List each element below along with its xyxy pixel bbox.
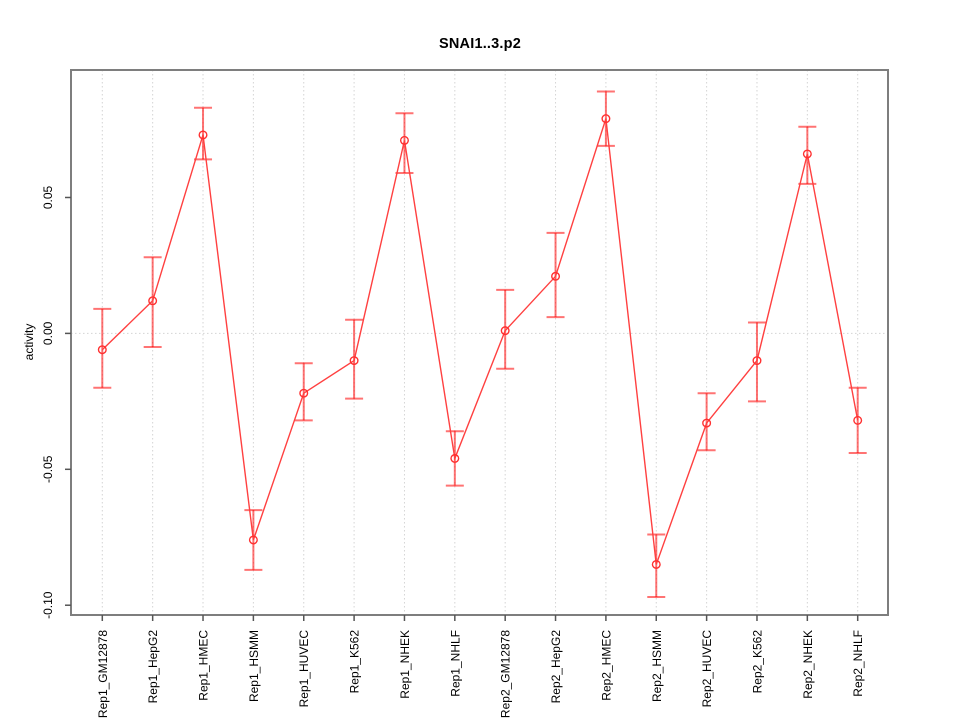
data-point-marker: [802, 149, 812, 159]
x-tick-label: Rep1_NHEK: [398, 630, 412, 699]
x-tick-label: Rep1_GM12878: [96, 630, 110, 718]
chart-title: SNAI1..3.p2: [439, 36, 521, 52]
data-point-marker: [853, 415, 863, 425]
plot-box: [70, 69, 889, 616]
x-tick-label: Rep1_HUVEC: [297, 630, 311, 708]
x-tick-label: Rep2_HepG2: [549, 630, 563, 704]
data-point-marker: [148, 296, 158, 306]
data-point-marker: [248, 535, 258, 545]
data-point-marker: [198, 130, 208, 140]
x-tick-label: Rep1_HMEC: [197, 630, 211, 701]
data-point-marker: [500, 326, 510, 336]
x-tick-label: Rep2_K562: [750, 630, 764, 694]
y-tick-label: -0.05: [41, 455, 55, 483]
data-point-marker: [299, 388, 309, 398]
data-point-marker: [702, 418, 712, 428]
x-tick-label: Rep1_NHLF: [448, 630, 462, 697]
data-point-marker: [97, 345, 107, 355]
x-tick-label: Rep1_HepG2: [146, 630, 160, 704]
data-point-marker: [349, 356, 359, 366]
data-point-marker: [551, 271, 561, 281]
x-tick-label: Rep1_K562: [348, 630, 362, 694]
y-tick-label: 0.00: [41, 321, 55, 345]
data-point-marker: [450, 453, 460, 463]
x-tick-label: Rep2_NHEK: [801, 630, 815, 699]
data-point-marker: [651, 559, 661, 569]
x-tick-label: Rep1_HSMM: [247, 630, 261, 702]
x-tick-label: Rep2_HMEC: [599, 630, 613, 701]
x-tick-label: Rep2_NHLF: [851, 630, 865, 697]
y-tick-label: -0.10: [41, 591, 55, 619]
x-tick-label: Rep2_HUVEC: [700, 630, 714, 708]
y-tick-label: 0.05: [41, 185, 55, 209]
data-point-marker: [752, 356, 762, 366]
x-tick-label: Rep2_GM12878: [499, 630, 513, 718]
data-point-marker: [601, 114, 611, 124]
data-point-marker: [399, 135, 409, 145]
x-tick-label: Rep2_HSMM: [650, 630, 664, 702]
series-line: [101, 118, 859, 565]
